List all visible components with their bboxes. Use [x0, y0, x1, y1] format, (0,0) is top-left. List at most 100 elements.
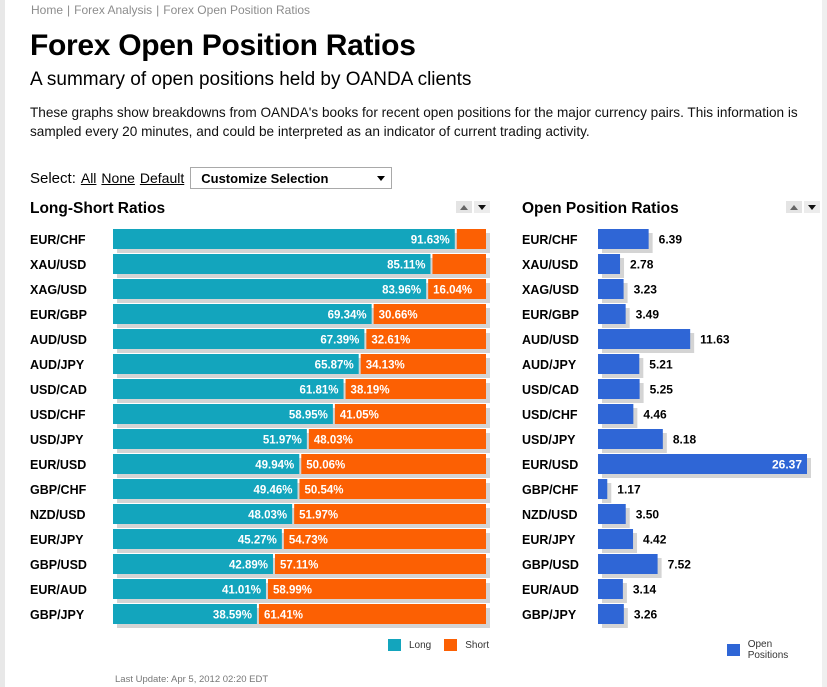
page-subtitle: A summary of open positions held by OAND… — [30, 69, 472, 90]
legend-label-long: Long — [409, 639, 432, 651]
long-short-category-label: GBP/USD — [30, 558, 87, 572]
long-short-category-label: GBP/JPY — [30, 608, 85, 622]
arrow-up-icon — [460, 204, 468, 210]
selection-controls: Select: All None Default Customize Selec… — [30, 166, 393, 190]
short-bar — [360, 354, 486, 374]
select-none-link[interactable]: None — [101, 170, 135, 186]
legend-label-short: Short — [465, 639, 490, 651]
open-position-bar — [598, 329, 691, 349]
short-value-label: 32.61% — [371, 335, 410, 347]
customize-selection-dropdown[interactable]: Customize Selection — [190, 167, 393, 189]
long-value-label: 65.87% — [315, 360, 354, 372]
sort-descending-button[interactable] — [804, 201, 820, 213]
open-position-value-label: 5.25 — [650, 383, 674, 397]
breadcrumb-home-link[interactable]: Home — [31, 3, 64, 17]
long-value-label: 83.96% — [382, 285, 421, 297]
open-position-bar — [598, 604, 624, 624]
arrow-up-icon — [790, 204, 798, 210]
long-bar — [113, 554, 273, 574]
open-position-category-label: GBP/USD — [522, 558, 579, 572]
long-bar — [113, 279, 427, 299]
open-position-value-label: 4.46 — [643, 408, 667, 422]
open-position-category-label: EUR/CHF — [522, 233, 578, 247]
long-short-category-label: EUR/USD — [30, 458, 86, 472]
open-position-value-label: 3.49 — [636, 308, 660, 322]
sort-descending-button[interactable] — [474, 201, 490, 213]
long-bar — [113, 404, 333, 424]
long-short-category-label: EUR/AUD — [30, 583, 87, 597]
legend-item-short: Short — [444, 639, 489, 651]
open-position-category-label: GBP/CHF — [522, 483, 579, 497]
open-position-legend: Open Positions — [727, 639, 827, 661]
open-position-bar — [598, 529, 634, 549]
open-position-value-label: 7.52 — [668, 558, 692, 572]
long-bar — [113, 329, 365, 349]
long-short-category-label: USD/JPY — [30, 433, 84, 447]
long-value-label: 51.97% — [263, 435, 302, 447]
open-position-bar — [598, 304, 626, 324]
breadcrumb-forex-analysis-link[interactable]: Forex Analysis — [74, 3, 153, 17]
legend-swatch-open-positions — [727, 644, 740, 656]
open-position-category-label: AUD/USD — [522, 333, 579, 347]
open-position-bar — [598, 379, 640, 399]
long-value-label: 41.01% — [222, 585, 261, 597]
short-bar — [373, 304, 486, 324]
open-position-value-label: 2.78 — [630, 258, 654, 272]
long-bar — [113, 604, 257, 624]
long-value-label: 49.94% — [255, 460, 294, 472]
long-short-category-label: XAG/USD — [30, 283, 87, 297]
open-position-ratios-title: Open Position Ratios — [522, 200, 679, 217]
page-left-border — [0, 0, 5, 687]
last-update-timestamp: Last Update: Apr 5, 2012 02:20 EDT — [115, 674, 269, 685]
long-short-legend: Long Short — [388, 639, 502, 651]
short-value-label: 16.04% — [433, 285, 472, 297]
open-position-bar — [598, 454, 807, 474]
short-bar — [274, 554, 486, 574]
open-position-category-label: XAU/USD — [522, 258, 578, 272]
short-value-label: 51.97% — [299, 510, 338, 522]
legend-swatch-long — [388, 639, 401, 651]
long-value-label: 48.03% — [248, 510, 287, 522]
long-bar — [113, 429, 307, 449]
long-value-label: 38.59% — [213, 610, 252, 622]
intro-paragraph: These graphs show breakdowns from OANDA'… — [30, 105, 798, 139]
open-position-sort-controls — [786, 201, 822, 213]
short-value-label: 34.13% — [366, 360, 405, 372]
open-position-category-label: USD/CHF — [522, 408, 578, 422]
open-position-category-label: GBP/JPY — [522, 608, 577, 622]
open-position-category-label: XAG/USD — [522, 283, 579, 297]
open-position-value-label: 6.39 — [659, 233, 683, 247]
open-position-category-label: EUR/GBP — [522, 308, 579, 322]
short-bar — [308, 429, 486, 449]
short-bar — [428, 279, 486, 299]
open-position-category-label: AUD/JPY — [522, 358, 577, 372]
open-position-value-label: 3.14 — [633, 583, 657, 597]
arrow-down-icon — [478, 204, 486, 210]
breadcrumb: Home | Forex Analysis | Forex Open Position … — [31, 3, 310, 17]
open-position-bar — [598, 404, 634, 424]
long-bar — [113, 479, 298, 499]
breadcrumb-separator: | — [67, 3, 71, 17]
long-short-category-label: AUD/USD — [30, 333, 87, 347]
sort-ascending-button[interactable] — [456, 201, 472, 213]
short-value-label: 50.54% — [304, 485, 343, 497]
breadcrumb-current-page[interactable]: Forex Open Position Ratios — [163, 3, 311, 17]
long-short-category-label: EUR/CHF — [30, 233, 86, 247]
long-value-label: 91.63% — [411, 235, 450, 247]
sort-ascending-button[interactable] — [786, 201, 802, 213]
open-position-value-label: 3.26 — [634, 608, 658, 622]
short-value-label: 58.99% — [273, 585, 312, 597]
select-all-link[interactable]: All — [80, 170, 97, 186]
short-bar — [366, 329, 486, 349]
long-short-category-label: EUR/JPY — [30, 533, 84, 547]
long-value-label: 67.39% — [320, 335, 359, 347]
long-value-label: 49.46% — [253, 485, 292, 497]
select-default-link[interactable]: Default — [139, 170, 185, 186]
open-position-value-label: 3.23 — [634, 283, 658, 297]
long-bar — [113, 529, 282, 549]
long-bar — [113, 304, 372, 324]
short-bar — [283, 529, 486, 549]
long-short-ratios-title: Long-Short Ratios — [30, 200, 166, 217]
open-position-category-label: USD/CAD — [522, 383, 579, 397]
